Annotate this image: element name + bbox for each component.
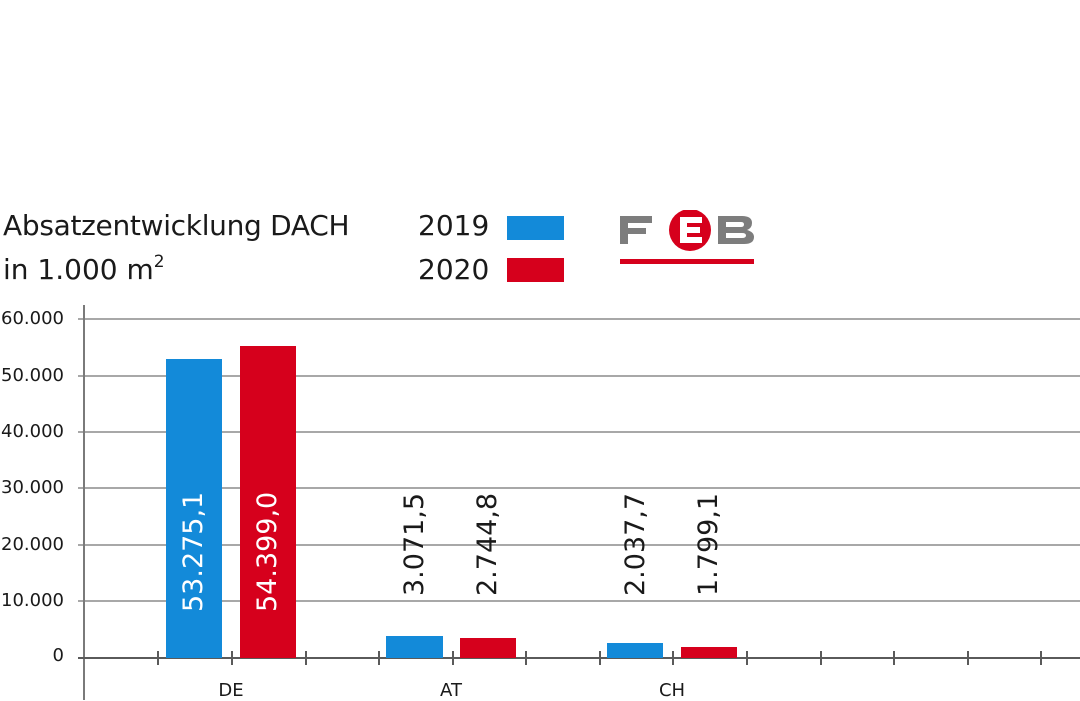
feb-logo-icon	[620, 209, 754, 264]
gridline	[78, 487, 1080, 489]
y-tick-label: 60.000	[1, 308, 64, 329]
x-tick	[599, 651, 601, 665]
x-tick	[378, 651, 380, 665]
bar-ch-2020	[681, 647, 737, 658]
subtitle-superscript: 2	[153, 252, 165, 272]
subtitle-unit: in 1.000 m	[3, 253, 154, 286]
feb-logo	[618, 209, 758, 270]
x-tick	[525, 651, 527, 665]
legend-swatch-2020	[507, 258, 564, 282]
x-tick	[1040, 651, 1042, 665]
x-category-label-de: DE	[218, 680, 244, 701]
bar-value-label-ch-2019: 2.037,7	[620, 492, 651, 596]
x-tick	[231, 651, 233, 665]
legend-label-2020: 2020	[418, 253, 490, 286]
gridline	[78, 375, 1080, 377]
x-tick	[893, 651, 895, 665]
x-category-label-at: AT	[440, 680, 462, 701]
x-axis-line	[78, 657, 1080, 659]
x-tick	[967, 651, 969, 665]
x-tick	[157, 651, 159, 665]
x-tick	[452, 651, 454, 665]
y-axis-line	[83, 305, 85, 700]
bar-value-label-at-2019: 3.071,5	[399, 492, 430, 596]
gridline	[78, 431, 1080, 433]
bar-at-2020	[460, 638, 516, 658]
y-tick-label: 0	[52, 645, 64, 666]
bar-value-label-de-2020: 54.399,0	[252, 491, 283, 612]
y-tick-label: 10.000	[1, 590, 64, 611]
legend-label-2019: 2019	[418, 209, 490, 242]
gridline	[78, 544, 1080, 546]
x-tick	[305, 651, 307, 665]
x-tick	[672, 651, 674, 665]
bar-de-2019	[166, 359, 222, 658]
x-tick	[820, 651, 822, 665]
bar-value-label-de-2019: 53.275,1	[178, 491, 209, 612]
chart-title: Absatzentwicklung DACH	[3, 209, 350, 242]
legend-swatch-2019	[507, 216, 564, 240]
y-tick-label: 20.000	[1, 534, 64, 555]
y-tick-label: 30.000	[1, 477, 64, 498]
x-tick	[746, 651, 748, 665]
y-tick-label: 50.000	[1, 365, 64, 386]
bar-value-label-at-2020: 2.744,8	[472, 492, 503, 596]
x-category-label-ch: CH	[658, 680, 686, 701]
bar-ch-2019	[607, 643, 663, 658]
bar-at-2019	[386, 636, 443, 658]
gridline	[78, 600, 1080, 602]
chart-subtitle: in 1.000 m2	[3, 250, 165, 290]
y-tick-label: 40.000	[1, 421, 64, 442]
bar-value-label-ch-2020: 1.799,1	[693, 492, 724, 596]
bar-de-2020	[240, 346, 296, 658]
gridline	[78, 318, 1080, 320]
